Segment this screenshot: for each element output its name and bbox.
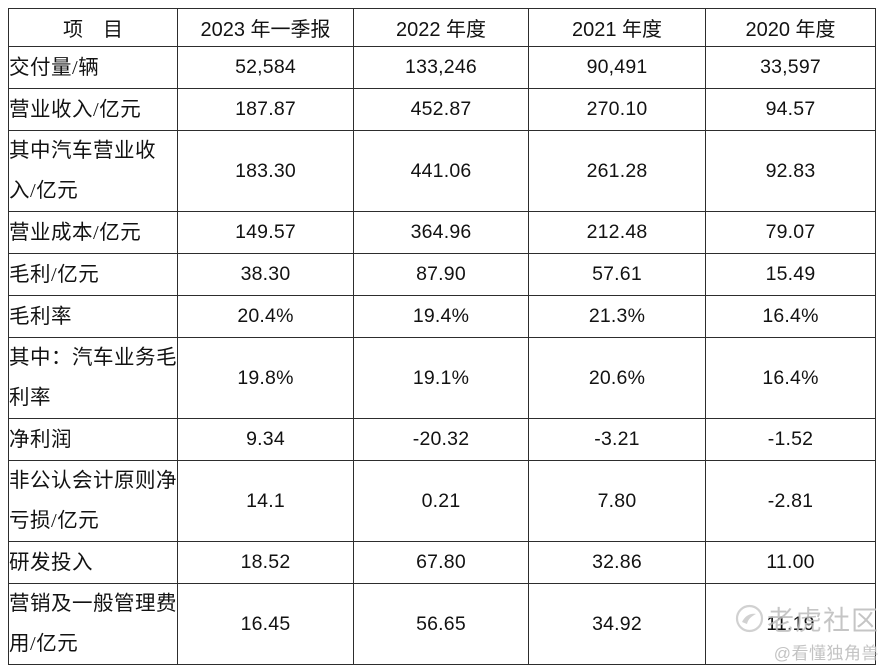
table-cell: 452.87 [353,88,529,131]
table-cell: -1.52 [705,418,876,461]
table-row: 非公认会计原则净亏损/亿元 14.1 0.21 7.80 -2.81 [8,460,876,542]
table-cell: 16.45 [177,583,354,665]
column-header-2023q1: 2023 年一季报 [177,8,354,47]
row-label: 交付量/辆 [8,46,178,89]
table-cell: 212.48 [528,211,706,254]
table-row: 营业成本/亿元 149.57 364.96 212.48 79.07 [8,211,876,254]
row-label: 营业收入/亿元 [8,88,178,131]
table-cell: 149.57 [177,211,354,254]
table-cell: 57.61 [528,253,706,296]
table-cell: 32.86 [528,541,706,584]
table-cell: 19.8% [177,337,354,419]
table-row: 研发投入 18.52 67.80 32.86 11.00 [8,541,876,584]
table-cell: 19.1% [353,337,529,419]
row-label: 净利润 [8,418,178,461]
table-cell: 183.30 [177,130,354,212]
table-row: 其中汽车营业收入/亿元 183.30 441.06 261.28 92.83 [8,130,876,212]
table-row: 净利润 9.34 -20.32 -3.21 -1.52 [8,418,876,461]
table-cell: 11.00 [705,541,876,584]
table-cell: 16.4% [705,337,876,419]
table-row: 其中：汽车业务毛利率 19.8% 19.1% 20.6% 16.4% [8,337,876,419]
row-label: 非公认会计原则净亏损/亿元 [8,460,178,542]
table-cell: 79.07 [705,211,876,254]
table-cell: 90,491 [528,46,706,89]
row-label: 毛利率 [8,295,178,338]
table-row: 毛利/亿元 38.30 87.90 57.61 15.49 [8,253,876,296]
table-cell: 7.80 [528,460,706,542]
table-cell: 133,246 [353,46,529,89]
table-row: 营销及一般管理费用/亿元 16.45 56.65 34.92 11.19 [8,583,876,665]
column-header-2020: 2020 年度 [705,8,876,47]
table-cell: 9.34 [177,418,354,461]
row-label: 营业成本/亿元 [8,211,178,254]
table-cell: 19.4% [353,295,529,338]
table-cell: 67.80 [353,541,529,584]
table-cell: 11.19 [705,583,876,665]
table-cell: 38.30 [177,253,354,296]
row-label: 毛利/亿元 [8,253,178,296]
column-header-2022: 2022 年度 [353,8,529,47]
table-cell: 87.90 [353,253,529,296]
table-cell: 34.92 [528,583,706,665]
table-cell: 92.83 [705,130,876,212]
table-cell: 441.06 [353,130,529,212]
table-cell: 94.57 [705,88,876,131]
column-header-item: 项 目 [8,8,178,47]
table-cell: 15.49 [705,253,876,296]
table-cell: 18.52 [177,541,354,584]
table-row: 交付量/辆 52,584 133,246 90,491 33,597 [8,46,876,89]
table-cell: -3.21 [528,418,706,461]
table-cell: 16.4% [705,295,876,338]
table-cell: 270.10 [528,88,706,131]
table-cell: 56.65 [353,583,529,665]
table-cell: 52,584 [177,46,354,89]
table-cell: 364.96 [353,211,529,254]
table-header-row: 项 目 2023 年一季报 2022 年度 2021 年度 2020 年度 [8,8,876,47]
table-cell: 14.1 [177,460,354,542]
table-cell: 20.6% [528,337,706,419]
row-label: 营销及一般管理费用/亿元 [8,583,178,665]
table-cell: 21.3% [528,295,706,338]
table-cell: -2.81 [705,460,876,542]
table-row: 营业收入/亿元 187.87 452.87 270.10 94.57 [8,88,876,131]
row-label: 其中汽车营业收入/亿元 [8,130,178,212]
table-cell: 187.87 [177,88,354,131]
table-cell: 0.21 [353,460,529,542]
table-cell: -20.32 [353,418,529,461]
table-cell: 20.4% [177,295,354,338]
financial-table: 项 目 2023 年一季报 2022 年度 2021 年度 2020 年度 交付… [8,8,876,665]
column-header-2021: 2021 年度 [528,8,706,47]
row-label: 其中：汽车业务毛利率 [8,337,178,419]
table-cell: 33,597 [705,46,876,89]
table-row: 毛利率 20.4% 19.4% 21.3% 16.4% [8,295,876,338]
row-label: 研发投入 [8,541,178,584]
table-cell: 261.28 [528,130,706,212]
